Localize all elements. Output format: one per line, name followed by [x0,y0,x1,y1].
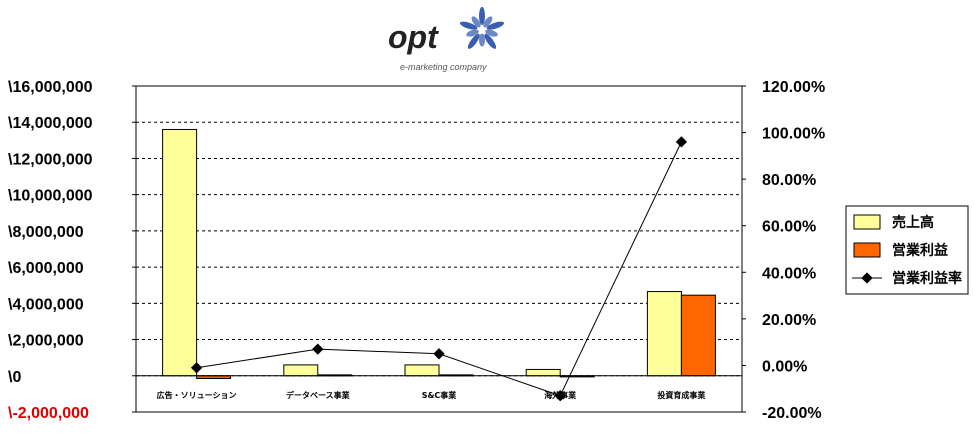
left-axis: \-2,000,000 \0 \2,000,000 \4,000,000 \6,000,… [8,79,136,422]
right-tick-label: 0.00% [762,358,807,375]
logo-petal [479,33,485,47]
right-tick-label: 20.00% [762,312,816,329]
right-tick-label: 80.00% [762,172,816,189]
legend-marker [861,272,873,284]
ratio-point [554,390,566,402]
right-tick-label: 100.00% [762,126,825,143]
left-tick-label: \8,000,000 [8,224,84,241]
bar-sales [646,291,682,377]
logo-petal [486,21,505,30]
right-tick-label: 40.00% [762,265,816,282]
bars [136,128,742,379]
left-tick-label: \4,000,000 [8,296,84,313]
left-tick-label: \2,000,000 [8,333,84,350]
logo-petal [479,6,485,26]
category-labels: 広告・ソリューション データベース事業 S&C事業 海外事業 投資育成事業 [157,390,707,400]
left-tick-label: \12,000,000 [8,151,93,168]
right-tick-label: 120.00% [762,79,825,96]
category-label: 広告・ソリューション [157,390,237,400]
logo-petal [466,29,479,37]
opt-logo: opt e-marketing company [388,6,505,72]
legend-swatch [853,214,881,230]
category-label: 海外事業 [544,390,577,400]
left-tick-label: \16,000,000 [8,79,93,96]
ratio-point [433,348,445,360]
right-axis: -20.00% 0.00% 20.00% 40.00% 60.00% 80.00% 100.… [742,79,825,422]
logo-petal [485,29,498,37]
bar-sales [162,128,198,377]
category-label: 投資育成事業 [657,390,706,400]
flower-icon [459,6,505,49]
logo-petal [484,33,497,49]
profit-ratio-line [190,136,688,402]
logo-petal [483,16,493,28]
legend-label: 営業利益率 [892,270,962,287]
category-label: データベース事業 [286,390,351,400]
bar-sales [283,364,319,377]
category-label: S&C事業 [422,390,458,400]
logo-petal [467,33,480,49]
logo-tagline: e-marketing company [400,62,487,72]
ratio-point [190,362,203,374]
bar-operating-profit [680,294,716,377]
left-tick-label: \10,000,000 [8,188,93,205]
bar-sales [525,368,561,377]
logo-petal [459,21,478,30]
ratio-point [675,136,688,148]
right-tick-label: 60.00% [762,219,816,236]
logo-text: opt [388,19,439,55]
left-tick-label: \0 [8,369,21,386]
ratio-point [312,343,324,355]
legend-swatch [853,242,881,258]
left-tick-label: \14,000,000 [8,115,93,132]
left-tick-label: \-2,000,000 [8,405,89,422]
logo-petal [471,16,481,28]
left-tick-label: \6,000,000 [8,260,84,277]
legend-label: 売上高 [892,214,934,231]
right-tick-label: -20.00% [762,405,822,422]
legend-label: 営業利益 [892,242,948,259]
bar-sales [404,364,440,377]
